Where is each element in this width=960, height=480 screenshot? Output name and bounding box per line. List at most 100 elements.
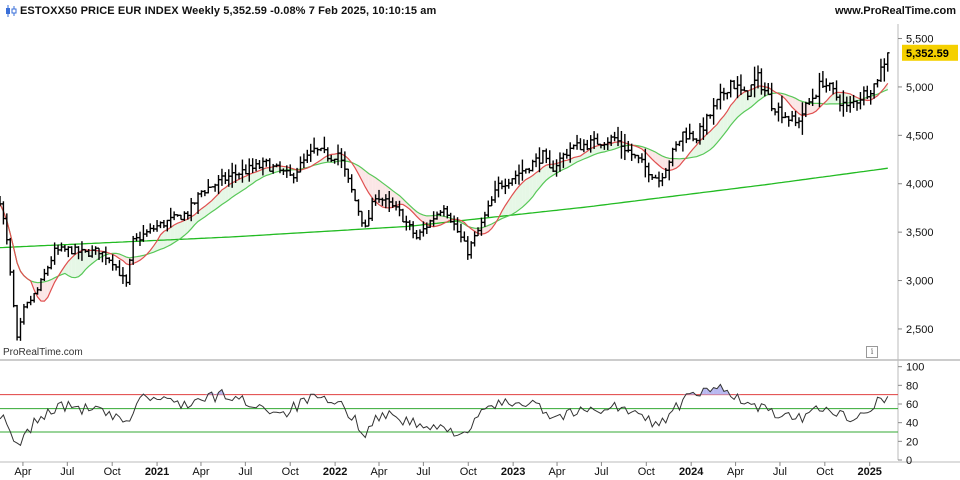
ohlc-bar	[503, 178, 508, 195]
ohlc-bar	[131, 235, 135, 265]
ohlc-bar	[810, 88, 815, 107]
x-tick-month-label: Oct	[460, 466, 477, 478]
price-y-tick-label: 4,000	[906, 179, 934, 191]
ohlc-bar	[646, 162, 651, 183]
ohlc-bar	[534, 153, 538, 168]
ohlc-bar	[97, 247, 101, 260]
ohlc-bar	[465, 236, 470, 260]
ma-fill-segment	[723, 111, 728, 135]
ohlc-bar	[759, 68, 764, 95]
ma-fill-segment	[727, 105, 731, 131]
ohlc-bar	[42, 268, 47, 282]
ma-fill-segment	[177, 221, 181, 241]
ohlc-bar	[701, 117, 706, 140]
ma-fill-segment	[518, 182, 523, 210]
ma-fill-segment	[816, 103, 820, 112]
x-tick-month-label: Apr	[14, 466, 31, 478]
ohlc-bar	[807, 97, 812, 106]
ma-fill-segment	[235, 179, 240, 195]
ohlc-bar	[462, 231, 467, 242]
ohlc-bar	[291, 172, 296, 184]
ma-fill-segment	[484, 225, 489, 234]
ohlc-bar	[414, 229, 419, 240]
ohlc-bar	[117, 260, 122, 277]
ohlc-bar	[83, 248, 88, 253]
ma-fill-segment	[153, 240, 158, 253]
ohlc-bar	[165, 219, 170, 232]
ma-fill-segment	[358, 165, 362, 181]
x-tick-year-label: 2022	[323, 466, 347, 478]
ohlc-bar	[189, 197, 194, 222]
ohlc-bar	[356, 199, 361, 216]
ohlc-bar	[86, 249, 91, 257]
ohlc-bar	[442, 205, 446, 217]
ohlc-bar	[636, 154, 641, 164]
ma-fill-segment	[833, 92, 837, 104]
ohlc-bar	[715, 98, 719, 110]
ohlc-bar	[592, 131, 596, 150]
ohlc-bar	[66, 246, 71, 258]
ohlc-bar	[155, 220, 159, 232]
ohlc-bar	[609, 134, 613, 146]
ohlc-bar	[298, 156, 303, 173]
ohlc-bar	[384, 194, 388, 209]
ohlc-bar	[285, 165, 289, 178]
ma-fill-segment	[768, 87, 772, 95]
brand-link[interactable]: www.ProRealTime.com	[834, 5, 956, 17]
ohlc-bar	[158, 221, 163, 229]
ohlc-bar	[233, 164, 238, 183]
ohlc-bar	[8, 237, 13, 276]
ohlc-bar	[179, 214, 183, 221]
ohlc-bar	[302, 153, 306, 169]
price-y-tick-label: 3,000	[906, 276, 934, 288]
ma-fill-segment	[409, 205, 414, 213]
ohlc-bar	[261, 157, 265, 176]
ma-fill-segment	[198, 208, 202, 222]
ohlc-bar	[769, 82, 774, 112]
ma-fill-segment	[81, 249, 86, 274]
ohlc-bar	[435, 211, 439, 220]
x-tick-month-label: Jul	[594, 466, 608, 478]
ohlc-bar	[185, 211, 190, 220]
ohlc-bar	[394, 201, 398, 211]
ma-fill-segment	[47, 279, 52, 298]
ohlc-bar	[230, 162, 234, 188]
ohlc-bar	[643, 148, 648, 178]
ma-fill-segment	[382, 182, 386, 208]
price-y-tick-label: 5,000	[906, 82, 934, 94]
ohlc-bar	[677, 140, 682, 147]
ohlc-bar	[76, 246, 81, 260]
ma-fill-segment	[338, 153, 342, 162]
ma-fill-segment	[187, 216, 192, 233]
ma-fill-segment	[788, 95, 793, 108]
x-tick-month-label: Jul	[60, 466, 74, 478]
ohlc-bar	[39, 278, 43, 292]
x-tick-month-label: Oct	[638, 466, 655, 478]
ohlc-bar	[110, 254, 115, 271]
ohlc-bar	[407, 220, 412, 231]
ohlc-bar	[237, 172, 241, 180]
ohlc-bar	[244, 164, 248, 175]
ma-fill-segment	[764, 86, 769, 97]
ohlc-bar	[100, 251, 105, 263]
ohlc-bar	[346, 168, 351, 183]
ohlc-bar	[865, 85, 870, 100]
watermark: ProRealTime.com	[3, 347, 83, 358]
indicator-overbought-fill	[713, 387, 718, 395]
ohlc-bar	[742, 86, 747, 92]
ohlc-bar	[448, 212, 453, 223]
ma-fill-segment	[597, 144, 601, 154]
ma-fill-segment	[208, 200, 212, 215]
ohlc-bar	[564, 148, 569, 159]
ohlc-bar	[445, 205, 450, 219]
ohlc-bar	[73, 243, 77, 255]
ohlc-bar	[595, 133, 600, 146]
ohlc-bar	[718, 83, 723, 110]
ma-fill-segment	[689, 148, 694, 158]
ma-fill-segment	[737, 94, 741, 118]
info-icon[interactable]: i	[866, 346, 878, 358]
ohlc-bar	[206, 179, 211, 194]
ohlc-bar	[438, 210, 443, 217]
ohlc-bar	[612, 131, 617, 142]
